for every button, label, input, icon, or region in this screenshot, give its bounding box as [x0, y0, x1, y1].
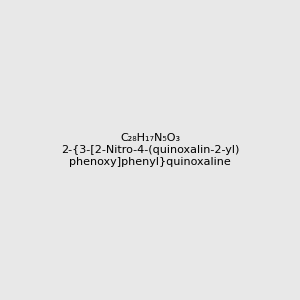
Text: C₂₈H₁₇N₅O₃
2-{3-[2-Nitro-4-(quinoxalin-2-yl)
phenoxy]phenyl}quinoxaline: C₂₈H₁₇N₅O₃ 2-{3-[2-Nitro-4-(quinoxalin-2…	[61, 134, 239, 166]
